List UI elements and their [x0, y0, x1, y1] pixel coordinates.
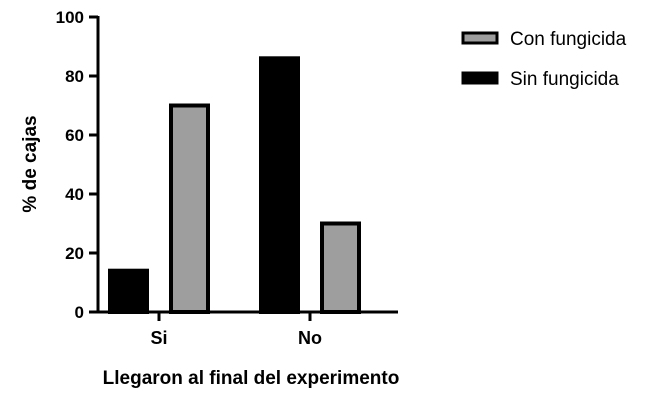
x-axis-label: Llegaron al final del experimento — [103, 368, 400, 389]
x-ticks-group: Si No — [150, 312, 322, 348]
bar-si-con-fungicida — [169, 103, 210, 314]
legend: Con fungicida Sin fungicida — [461, 29, 627, 90]
y-tick-label-80: 80 — [65, 67, 84, 86]
bar-si-sin-fungicida — [108, 268, 149, 315]
y-tick-label-100: 100 — [56, 8, 84, 27]
bars-group — [108, 56, 361, 315]
bar-no-sin-fungicida — [259, 56, 300, 314]
y-tick-label-20: 20 — [65, 244, 84, 263]
y-tick-label-40: 40 — [65, 185, 84, 204]
axes-group — [96, 16, 398, 314]
y-axis-label: % de cajas — [20, 115, 41, 212]
y-tick-label-0: 0 — [75, 303, 84, 322]
legend-label-sin-fungicida: Sin fungicida — [510, 69, 619, 90]
legend-label-con-fungicida: Con fungicida — [510, 29, 627, 50]
x-tick-label-no: No — [298, 328, 322, 348]
bar-no-con-fungicida — [320, 221, 361, 314]
x-tick-label-si: Si — [150, 328, 167, 348]
legend-swatch-con-fungicida — [461, 31, 499, 45]
y-ticks-group: 0 20 40 60 80 100 — [56, 8, 98, 322]
y-tick-label-60: 60 — [65, 126, 84, 145]
legend-swatch-sin-fungicida — [461, 71, 499, 85]
